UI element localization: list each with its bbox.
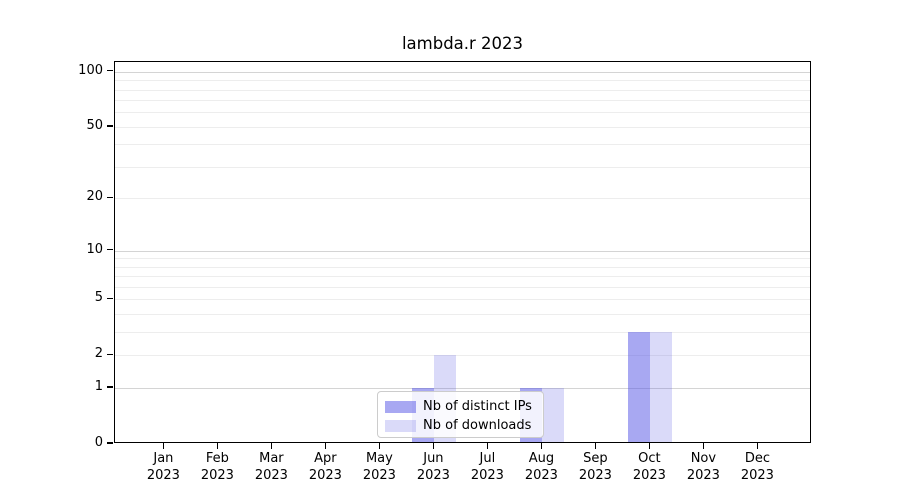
x-tick-mark [216, 443, 219, 449]
x-tick-label-mar: Mar 2023 [241, 451, 301, 484]
legend-item-distinct-ips: Nb of distinct IPs [385, 399, 535, 415]
x-tick-mark [378, 443, 381, 449]
gridline-minor [115, 332, 810, 334]
x-tick-label-jun: Jun 2023 [403, 451, 463, 484]
x-tick-month: Sep [583, 451, 608, 466]
gridline-minor [115, 126, 810, 128]
x-tick-mark [432, 443, 435, 449]
x-tick-month: Feb [205, 451, 229, 466]
gridline-minor [115, 198, 810, 200]
x-tick-month: Aug [528, 451, 555, 466]
gridline-major [115, 250, 810, 252]
gridline-minor [115, 100, 810, 102]
x-tick-year: 2023 [578, 467, 612, 483]
y-tick-mark [107, 125, 113, 127]
x-tick-year: 2023 [200, 467, 234, 483]
x-tick-year: 2023 [254, 467, 288, 483]
y-tick-mark [107, 196, 113, 199]
gridline-minor [115, 166, 810, 168]
gridline-minor [115, 355, 810, 357]
x-tick-year: 2023 [416, 467, 450, 483]
y-tick-label: 10 [86, 241, 103, 257]
x-tick-month: Oct [638, 451, 661, 466]
y-tick-mark [107, 442, 113, 444]
x-tick-label-may: May 2023 [349, 451, 409, 484]
x-tick-year: 2023 [146, 467, 180, 483]
x-tick-year: 2023 [740, 467, 774, 483]
x-tick-mark [648, 443, 651, 449]
x-tick-month: Jun [423, 451, 444, 466]
legend-swatch-distinct-ips [385, 401, 416, 413]
bar-oct-series1 [650, 332, 673, 443]
x-tick-mark [756, 443, 759, 449]
y-tick-label: 20 [86, 189, 103, 205]
x-tick-mark [540, 443, 543, 449]
plot-area [114, 61, 811, 443]
bar-oct-series0 [628, 332, 651, 443]
y-tick-label: 0 [94, 435, 103, 450]
x-tick-mark [324, 443, 327, 449]
gridline-major [115, 71, 810, 73]
x-tick-month: Mar [259, 451, 284, 466]
gridline-minor [115, 314, 810, 316]
gridline-minor [115, 258, 810, 260]
x-tick-year: 2023 [362, 467, 396, 483]
x-tick-month: Jan [153, 451, 174, 466]
x-tick-label-oct: Oct 2023 [619, 451, 679, 484]
x-tick-mark [594, 443, 597, 449]
gridline-major [115, 388, 810, 390]
y-tick-mark [107, 248, 113, 251]
x-tick-month: Dec [744, 451, 770, 466]
x-tick-year: 2023 [308, 467, 342, 483]
x-tick-mark [486, 443, 489, 449]
gridline-minor [115, 299, 810, 301]
y-tick-label: 1 [94, 379, 103, 395]
x-tick-label-dec: Dec 2023 [727, 451, 787, 484]
gridline-minor [115, 287, 810, 289]
y-tick-mark [107, 386, 113, 388]
x-tick-month: Apr [314, 451, 337, 466]
x-tick-mark [270, 443, 273, 449]
x-tick-year: 2023 [470, 467, 504, 483]
y-tick-label: 100 [78, 62, 103, 78]
x-tick-mark [162, 443, 165, 449]
x-tick-year: 2023 [524, 467, 558, 483]
legend-swatch-downloads [385, 420, 416, 432]
x-tick-month: May [365, 451, 393, 466]
gridline-minor [115, 80, 810, 82]
y-tick-mark [107, 69, 113, 72]
x-tick-month: Jul [479, 451, 496, 466]
x-tick-month: Nov [690, 451, 717, 466]
gridline-minor [115, 276, 810, 278]
gridline-minor [115, 112, 810, 114]
x-tick-label-jul: Jul 2023 [457, 451, 517, 484]
gridline-minor [115, 266, 810, 268]
x-tick-label-apr: Apr 2023 [295, 451, 355, 484]
legend-item-downloads: Nb of downloads [385, 418, 535, 434]
y-tick-mark [107, 297, 113, 300]
x-tick-label-aug: Aug 2023 [511, 451, 571, 484]
legend: Nb of distinct IPs Nb of downloads [377, 391, 544, 438]
gridline-minor [115, 144, 810, 146]
x-tick-label-nov: Nov 2023 [673, 451, 733, 484]
x-tick-label-feb: Feb 2023 [187, 451, 247, 484]
y-tick-label: 5 [94, 290, 103, 306]
y-tick-label: 2 [94, 346, 103, 362]
legend-label-downloads: Nb of downloads [423, 418, 532, 433]
x-tick-year: 2023 [632, 467, 666, 483]
x-tick-label-sep: Sep 2023 [565, 451, 625, 484]
chart-title: lambda.r 2023 [401, 34, 524, 53]
x-tick-mark [702, 443, 705, 449]
gridline-minor [115, 89, 810, 91]
x-tick-label-jan: Jan 2023 [133, 451, 193, 484]
bar-aug-series1 [542, 388, 565, 443]
legend-label-distinct-ips: Nb of distinct IPs [423, 399, 532, 414]
y-tick-mark [107, 353, 113, 356]
y-tick-label: 50 [86, 117, 103, 133]
x-tick-year: 2023 [686, 467, 720, 483]
